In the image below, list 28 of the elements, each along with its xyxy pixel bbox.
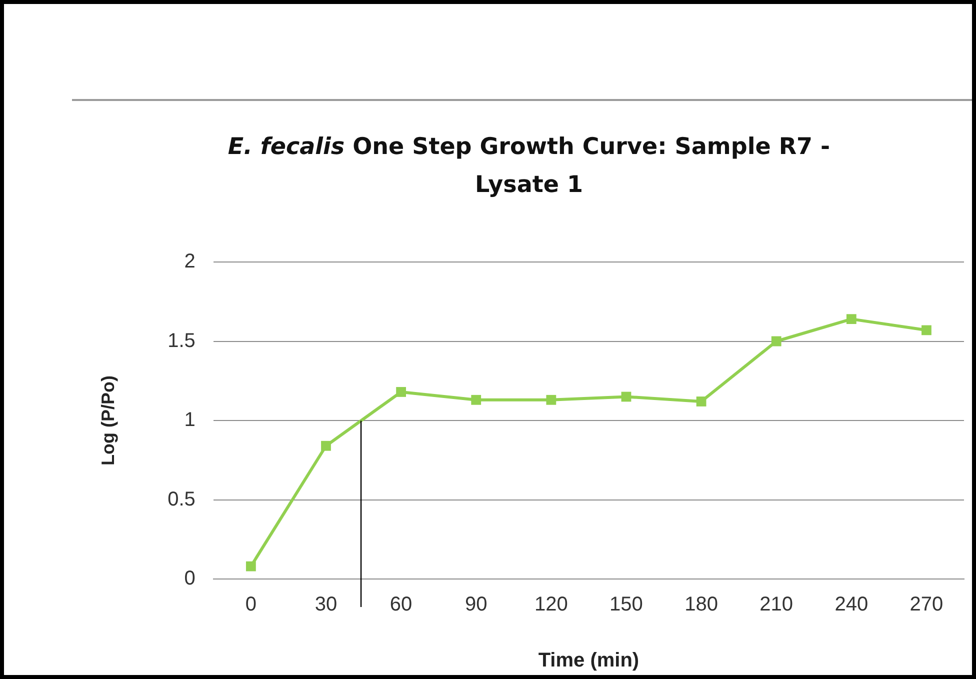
- x-tick-label: 240: [834, 594, 868, 616]
- y-tick-label: 0: [184, 568, 196, 590]
- point: [546, 394, 556, 405]
- x-tick-label: 90: [464, 594, 488, 616]
- x-tick-label: 30: [314, 594, 338, 616]
- y-axis-title: Log (P/Po): [98, 376, 118, 466]
- point: [321, 440, 331, 451]
- point: [471, 394, 482, 405]
- x-tick-label: 210: [760, 594, 794, 616]
- y-tick-label: 1: [184, 409, 196, 432]
- y-tick-label: 1.5: [168, 330, 196, 352]
- x-tick-label: 180: [684, 594, 718, 616]
- x-axis-title: Time (min): [538, 650, 640, 672]
- point: [846, 314, 856, 324]
- point: [771, 336, 782, 346]
- x-tick-label: 270: [910, 594, 944, 616]
- x-tick-label: 120: [534, 594, 568, 616]
- y-tick-label: 2: [184, 250, 196, 273]
- point: [621, 392, 632, 402]
- x-tick-label: 0: [245, 594, 256, 616]
- y-tick-label: 0.5: [168, 488, 196, 510]
- point: [696, 396, 706, 406]
- point: [396, 387, 406, 397]
- point: [246, 561, 256, 572]
- point: [922, 325, 932, 336]
- x-tick-label: 60: [390, 594, 412, 616]
- x-tick-label: 150: [610, 594, 643, 616]
- chart-title: E. fecalis One Step Growth Curve: Sample R7 - Lysate 1: [228, 134, 830, 198]
